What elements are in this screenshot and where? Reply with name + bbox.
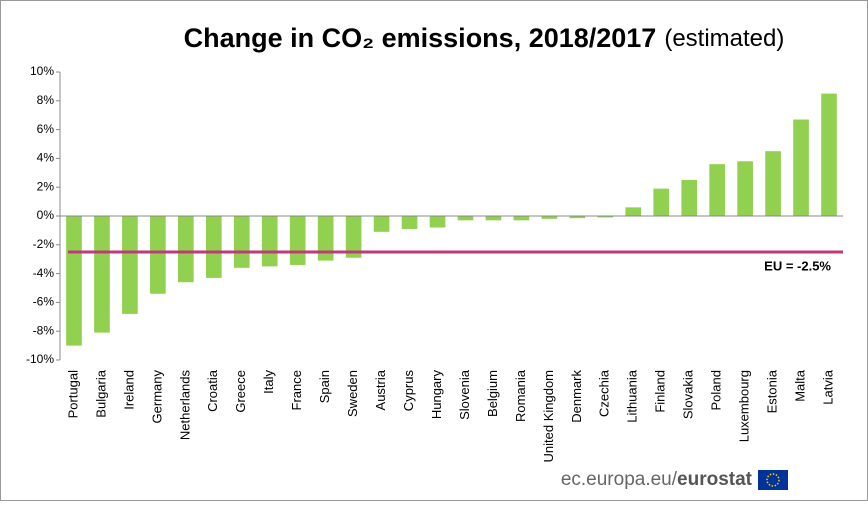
eu-average-label: EU = -2.5% xyxy=(764,258,831,273)
bar xyxy=(709,164,725,216)
bar xyxy=(150,216,166,294)
x-tick-label: Poland xyxy=(709,370,724,410)
x-tick-label: Sweden xyxy=(345,370,360,417)
bar xyxy=(653,188,670,216)
x-tick-label: Slovakia xyxy=(681,369,696,419)
y-tick-label: 0% xyxy=(37,208,55,222)
y-tick-label: -2% xyxy=(33,237,55,251)
bar xyxy=(345,216,362,258)
bar xyxy=(261,216,278,267)
x-tick-label: Cyprus xyxy=(401,370,416,412)
source-brand: eurostat xyxy=(677,469,753,490)
bar xyxy=(205,216,222,278)
x-tick-label: Slovenia xyxy=(457,369,472,420)
source: ec.europa.eu/eurostat xyxy=(561,469,753,490)
bar xyxy=(233,216,250,268)
x-tick-label: Hungary xyxy=(429,370,444,420)
bar xyxy=(681,180,698,216)
bar xyxy=(289,216,306,265)
x-tick-label: United Kingdom xyxy=(541,370,556,463)
bar xyxy=(485,216,502,221)
y-tick-label: -4% xyxy=(33,266,55,280)
x-tick-label: Ireland xyxy=(121,370,136,410)
x-tick-label: Latvia xyxy=(820,369,835,404)
y-tick-label: 2% xyxy=(37,179,55,193)
eu-flag xyxy=(758,470,788,490)
x-tick-label: Romania xyxy=(513,369,528,422)
bar xyxy=(541,216,558,219)
bar xyxy=(122,216,138,314)
x-tick-label: Czechia xyxy=(597,369,612,417)
x-tick-label: Portugal xyxy=(65,370,80,419)
x-tick-label: Spain xyxy=(317,370,332,403)
bar xyxy=(597,216,614,218)
bar xyxy=(737,161,753,216)
x-tick-label: Estonia xyxy=(765,369,780,413)
y-tick-label: -8% xyxy=(33,323,55,337)
y-tick-label: 8% xyxy=(37,93,55,107)
y-tick-label: -6% xyxy=(33,295,55,309)
bar xyxy=(793,119,809,216)
x-tick-label: Croatia xyxy=(205,369,220,412)
bar xyxy=(429,216,446,228)
bar xyxy=(765,151,781,216)
x-tick-label: Germany xyxy=(149,370,164,424)
y-tick-label: 4% xyxy=(37,151,55,165)
y-tick-label: -10% xyxy=(26,352,54,366)
bar xyxy=(569,216,586,219)
x-tick-label: Denmark xyxy=(569,370,584,423)
y-tick-label: 10% xyxy=(30,64,54,78)
bar xyxy=(66,216,82,346)
bar xyxy=(373,216,390,232)
bar xyxy=(317,216,334,261)
bar xyxy=(401,216,418,229)
bar xyxy=(821,93,837,216)
x-tick-label: Austria xyxy=(373,369,388,410)
x-tick-label: Belgium xyxy=(485,370,500,417)
source-domain: ec.europa.eu/ xyxy=(561,469,678,490)
bar xyxy=(94,216,110,333)
x-tick-label: Malta xyxy=(792,369,807,402)
x-tick-label: Netherlands xyxy=(177,370,192,441)
bar xyxy=(457,216,474,221)
bar xyxy=(513,216,530,221)
x-tick-label: Greece xyxy=(233,370,248,413)
bar xyxy=(625,207,642,216)
bar xyxy=(178,216,194,283)
x-tick-label: Lithuania xyxy=(625,369,640,423)
x-tick-label: Luxembourg xyxy=(737,370,752,442)
x-tick-label: Italy xyxy=(261,370,276,394)
x-tick-label: Finland xyxy=(653,370,668,413)
x-tick-label: France xyxy=(289,370,304,410)
x-tick-label: Bulgaria xyxy=(93,369,108,417)
title-main: Change in CO₂ emissions, 2018/2017 xyxy=(184,23,657,53)
y-tick-label: 6% xyxy=(37,122,55,136)
title-subtitle: (estimated) xyxy=(664,25,784,52)
chart-title: Change in CO₂ emissions, 2018/2017 (estim… xyxy=(184,23,785,53)
